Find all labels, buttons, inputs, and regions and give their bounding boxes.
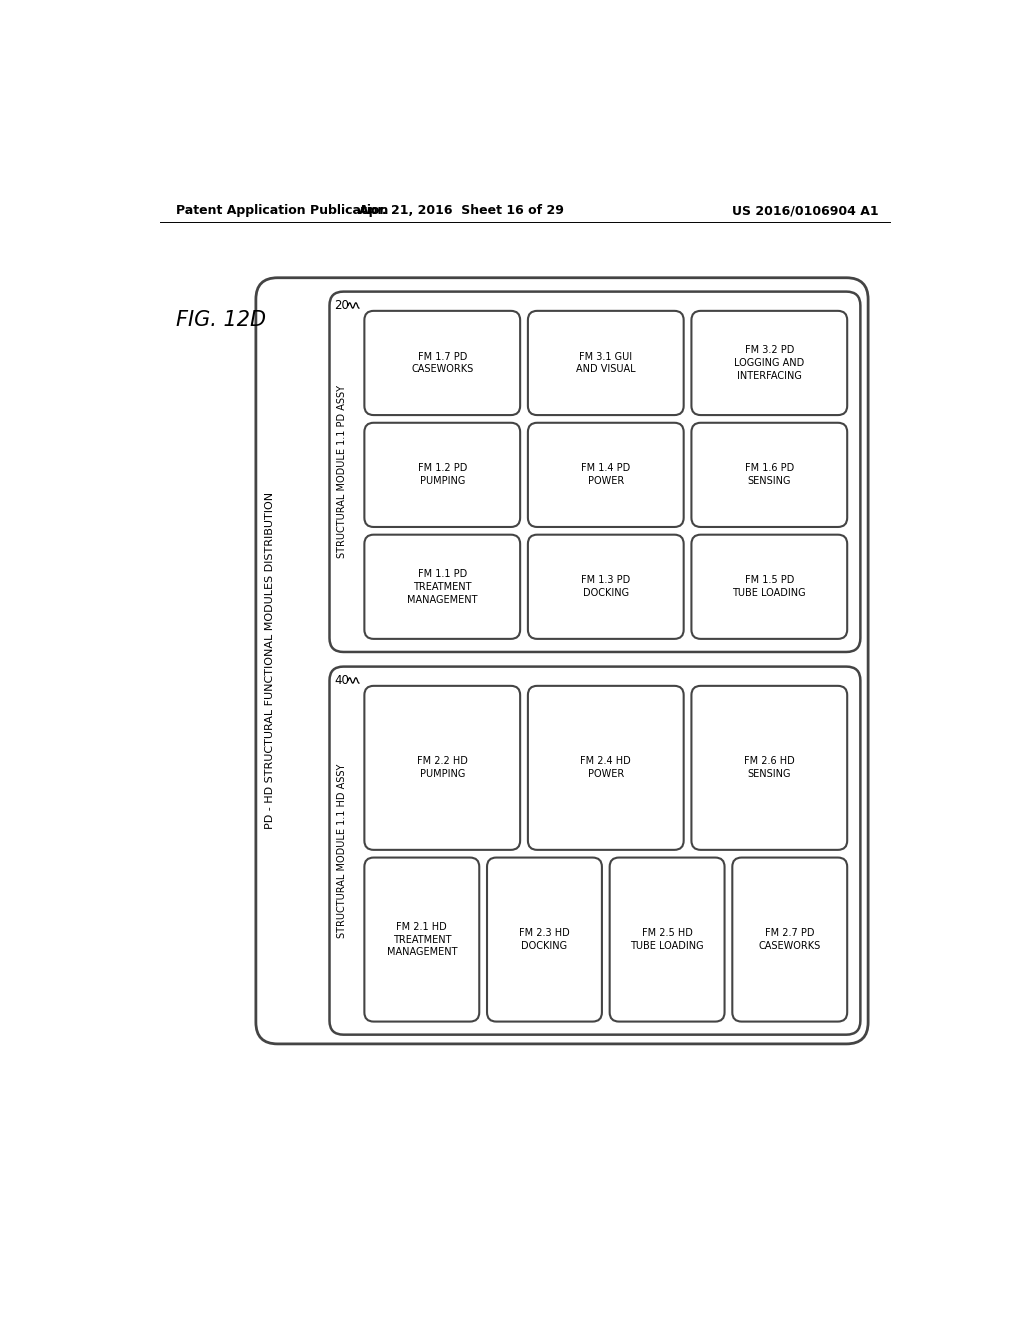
Text: FM 1.1 PD
TREATMENT
MANAGEMENT: FM 1.1 PD TREATMENT MANAGEMENT (407, 569, 477, 605)
Text: FM 1.2 PD
PUMPING: FM 1.2 PD PUMPING (418, 463, 467, 486)
FancyBboxPatch shape (365, 858, 479, 1022)
FancyBboxPatch shape (609, 858, 725, 1022)
FancyBboxPatch shape (691, 312, 847, 414)
Text: PD - HD STRUCTURAL FUNCTIONAL MODULES DISTRIBUTION: PD - HD STRUCTURAL FUNCTIONAL MODULES DI… (265, 492, 274, 829)
FancyBboxPatch shape (528, 535, 684, 639)
Text: FM 1.3 PD
DOCKING: FM 1.3 PD DOCKING (582, 576, 631, 598)
FancyBboxPatch shape (528, 686, 684, 850)
FancyBboxPatch shape (528, 312, 684, 414)
Text: FM 2.1 HD
TREATMENT
MANAGEMENT: FM 2.1 HD TREATMENT MANAGEMENT (387, 921, 457, 957)
FancyBboxPatch shape (732, 858, 847, 1022)
Text: FM 3.2 PD
LOGGING AND
INTERFACING: FM 3.2 PD LOGGING AND INTERFACING (734, 345, 805, 380)
Text: FM 1.7 PD
CASEWORKS: FM 1.7 PD CASEWORKS (412, 351, 473, 375)
Text: STRUCTURAL MODULE 1.1 HD ASSY: STRUCTURAL MODULE 1.1 HD ASSY (337, 763, 347, 937)
Text: 40: 40 (334, 675, 349, 686)
Text: US 2016/0106904 A1: US 2016/0106904 A1 (732, 205, 880, 218)
FancyBboxPatch shape (256, 277, 868, 1044)
Text: STRUCTURAL MODULE 1.1 PD ASSY: STRUCTURAL MODULE 1.1 PD ASSY (337, 385, 347, 558)
Text: FIG. 12D: FIG. 12D (176, 310, 266, 330)
Text: FM 2.2 HD
PUMPING: FM 2.2 HD PUMPING (417, 756, 468, 779)
Text: Patent Application Publication: Patent Application Publication (176, 205, 388, 218)
Text: FM 2.7 PD
CASEWORKS: FM 2.7 PD CASEWORKS (759, 928, 821, 950)
Text: FM 1.5 PD
TUBE LOADING: FM 1.5 PD TUBE LOADING (732, 576, 806, 598)
Text: Apr. 21, 2016  Sheet 16 of 29: Apr. 21, 2016 Sheet 16 of 29 (358, 205, 563, 218)
Text: FM 1.6 PD
SENSING: FM 1.6 PD SENSING (744, 463, 794, 486)
FancyBboxPatch shape (691, 686, 847, 850)
Text: 20: 20 (334, 298, 349, 312)
Text: FM 2.5 HD
TUBE LOADING: FM 2.5 HD TUBE LOADING (631, 928, 703, 950)
FancyBboxPatch shape (365, 686, 520, 850)
Text: FM 1.4 PD
POWER: FM 1.4 PD POWER (582, 463, 631, 486)
FancyBboxPatch shape (691, 535, 847, 639)
FancyBboxPatch shape (330, 292, 860, 652)
FancyBboxPatch shape (365, 312, 520, 414)
FancyBboxPatch shape (528, 422, 684, 527)
Text: FM 3.1 GUI
AND VISUAL: FM 3.1 GUI AND VISUAL (575, 351, 636, 375)
Text: FM 2.3 HD
DOCKING: FM 2.3 HD DOCKING (519, 928, 569, 950)
FancyBboxPatch shape (691, 422, 847, 527)
FancyBboxPatch shape (330, 667, 860, 1035)
FancyBboxPatch shape (365, 535, 520, 639)
Text: FM 2.4 HD
POWER: FM 2.4 HD POWER (581, 756, 631, 779)
FancyBboxPatch shape (487, 858, 602, 1022)
Text: FM 2.6 HD
SENSING: FM 2.6 HD SENSING (744, 756, 795, 779)
FancyBboxPatch shape (365, 422, 520, 527)
